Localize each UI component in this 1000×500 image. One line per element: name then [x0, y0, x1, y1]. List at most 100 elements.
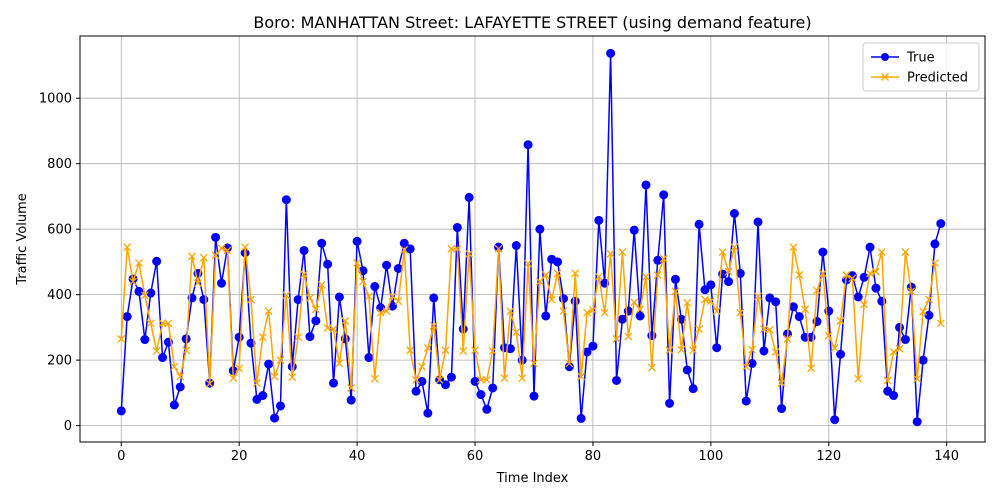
data-point [329, 325, 338, 333]
data-point [559, 307, 568, 315]
data-point [152, 256, 162, 266]
data-point [535, 277, 544, 286]
data-point [523, 140, 533, 150]
data-point [182, 346, 191, 355]
data-point [736, 308, 745, 317]
data-point [818, 269, 827, 278]
data-point [447, 244, 456, 253]
data-point [399, 238, 409, 248]
data-point [217, 244, 226, 253]
data-point [742, 362, 751, 371]
data-point [665, 398, 675, 408]
data-point [518, 374, 527, 383]
data-point [441, 346, 450, 355]
data-point [830, 415, 840, 425]
data-point [630, 298, 639, 307]
data-point [122, 312, 132, 322]
data-point [123, 243, 132, 252]
data-point [670, 274, 680, 284]
data-point [364, 353, 374, 363]
data-point [570, 296, 580, 306]
data-point [765, 325, 774, 334]
data-point [465, 249, 474, 258]
data-point [441, 380, 451, 390]
data-point [247, 295, 255, 304]
data-point [895, 344, 904, 353]
data-point [801, 305, 810, 314]
data-point [446, 372, 456, 382]
data-point [689, 346, 698, 355]
data-point [889, 391, 899, 401]
data-point [700, 285, 710, 295]
data-point [818, 247, 828, 257]
data-point [423, 408, 433, 418]
data-point [913, 374, 922, 383]
data-point [134, 286, 144, 296]
chart-title: Boro: MANHATTAN Street: LAFAYETTE STREET… [253, 13, 811, 32]
data-point [152, 347, 161, 355]
data-point [229, 374, 238, 383]
data-point [246, 338, 256, 348]
data-point [241, 243, 250, 252]
data-point [865, 242, 875, 252]
data-point [258, 333, 267, 342]
data-point [694, 219, 704, 229]
legend-box [862, 42, 980, 92]
data-point [364, 292, 373, 301]
data-point [594, 272, 603, 281]
x-tick-label: 20 [231, 449, 248, 464]
data-point [741, 396, 751, 406]
data-point [918, 355, 928, 365]
data-point [754, 292, 762, 301]
data-point [116, 406, 126, 416]
data-point [234, 332, 244, 342]
data-point [777, 379, 786, 388]
data-point [176, 372, 185, 381]
data-point [511, 241, 521, 251]
data-point [464, 192, 474, 202]
data-point [175, 382, 185, 392]
data-point [193, 279, 202, 288]
data-point [830, 344, 839, 352]
data-point [411, 386, 421, 396]
data-point [594, 215, 604, 225]
data-point [553, 269, 562, 278]
data-point [359, 277, 367, 286]
y-tick-label: 800 [47, 157, 72, 172]
data-point [482, 375, 491, 384]
data-point [695, 325, 704, 333]
data-point [423, 344, 432, 352]
data-point [223, 246, 232, 255]
data-point [588, 306, 597, 315]
data-point [618, 248, 627, 257]
data-point [854, 374, 863, 383]
data-point [588, 341, 598, 351]
data-point [394, 297, 403, 306]
data-point [211, 251, 220, 260]
data-point [771, 297, 781, 307]
data-point [311, 316, 321, 326]
data-point [188, 252, 196, 261]
data-point [795, 271, 804, 279]
data-point [900, 335, 910, 345]
data-point [624, 332, 633, 341]
data-point [600, 308, 609, 317]
data-point [724, 267, 733, 276]
data-point [571, 269, 580, 278]
data-point [777, 404, 787, 414]
y-tick-label: 600 [47, 223, 72, 238]
data-point [317, 238, 327, 248]
data-point [583, 308, 591, 317]
data-point [323, 259, 333, 269]
data-point [907, 287, 916, 296]
data-point [836, 316, 845, 325]
data-point [158, 353, 168, 363]
data-point [370, 281, 380, 291]
data-point [824, 331, 833, 340]
data-point [252, 379, 261, 388]
data-point [683, 298, 692, 307]
data-point [659, 254, 668, 263]
data-point [264, 307, 273, 315]
data-point [488, 347, 497, 355]
data-point [506, 307, 515, 315]
